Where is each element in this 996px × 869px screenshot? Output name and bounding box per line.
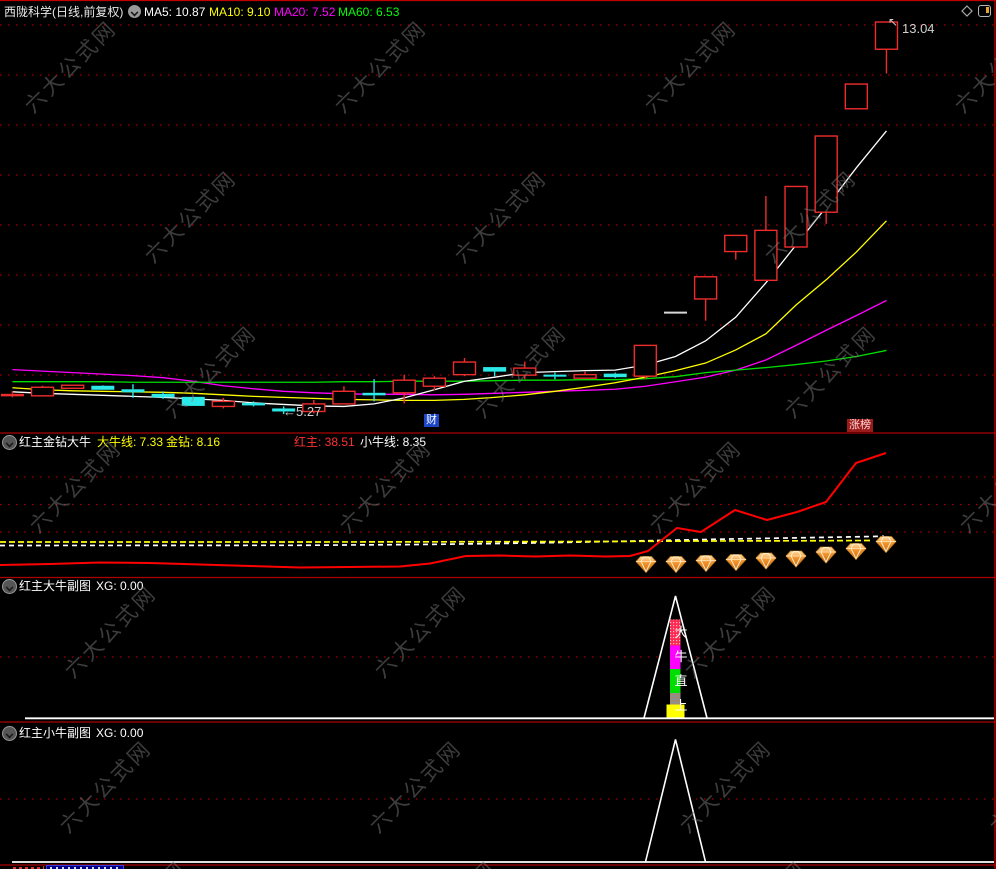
ma60-value[interactable]: MA60: 6.53 bbox=[338, 5, 400, 19]
panel4-title[interactable]: 红主小牛副图 bbox=[19, 726, 92, 740]
hongzhu-value: 红主: 38.51 bbox=[294, 435, 355, 449]
panel4-xg-value: XG: 0.00 bbox=[96, 726, 144, 740]
low-price-label: 5.27 bbox=[296, 404, 322, 419]
split-window-icon[interactable] bbox=[978, 5, 991, 17]
panel2-title[interactable]: 红主金钻大牛 bbox=[19, 435, 92, 449]
zhangbang-badge[interactable]: 涨榜 bbox=[847, 419, 873, 432]
panel3-collapse-icon[interactable] bbox=[2, 579, 17, 594]
cai-badge[interactable]: 财 bbox=[424, 414, 439, 427]
ma20-value[interactable]: MA20: 7.52 bbox=[274, 5, 336, 19]
panel3-xg-value: XG: 0.00 bbox=[96, 579, 144, 593]
svg-text:牛: 牛 bbox=[674, 650, 687, 665]
red-square-marker bbox=[13, 867, 16, 869]
panel3-title[interactable]: 红主大牛副图 bbox=[19, 579, 92, 593]
svg-text:上: 上 bbox=[674, 699, 687, 714]
chevron-down-circle-icon[interactable] bbox=[128, 5, 141, 18]
panel2-collapse-icon[interactable] bbox=[2, 435, 17, 450]
clipped-status-text bbox=[50, 867, 119, 869]
ma10-value[interactable]: MA10: 9.10 bbox=[209, 5, 271, 19]
panel4-collapse-icon[interactable] bbox=[2, 726, 17, 741]
diamond-icon[interactable] bbox=[961, 5, 973, 17]
jinzuan-value: 金钻: 8.16 bbox=[166, 435, 221, 449]
svg-text:直: 直 bbox=[674, 675, 687, 690]
high-price-label: 13.04 bbox=[902, 21, 935, 36]
svg-text:大: 大 bbox=[674, 626, 687, 641]
red-square-marker bbox=[31, 867, 34, 869]
split-window-fill bbox=[986, 7, 989, 13]
bottom-status-box[interactable] bbox=[46, 865, 124, 869]
red-square-marker bbox=[25, 867, 28, 869]
stock-title: 西陇科学(日线,前复权) bbox=[4, 5, 124, 19]
daniuxian-value: 大牛线: 7.33 bbox=[97, 435, 164, 449]
xiaoniuxian-value: 小牛线: 8.35 bbox=[360, 435, 427, 449]
red-square-marker bbox=[37, 867, 40, 869]
low-arrow-icon: ← bbox=[283, 404, 296, 419]
red-square-marker bbox=[19, 867, 22, 869]
red-tick-marker bbox=[42, 866, 44, 869]
high-arrow-icon: ↖ bbox=[888, 15, 899, 29]
ma5-value[interactable]: MA5: 10.87 bbox=[144, 5, 206, 19]
